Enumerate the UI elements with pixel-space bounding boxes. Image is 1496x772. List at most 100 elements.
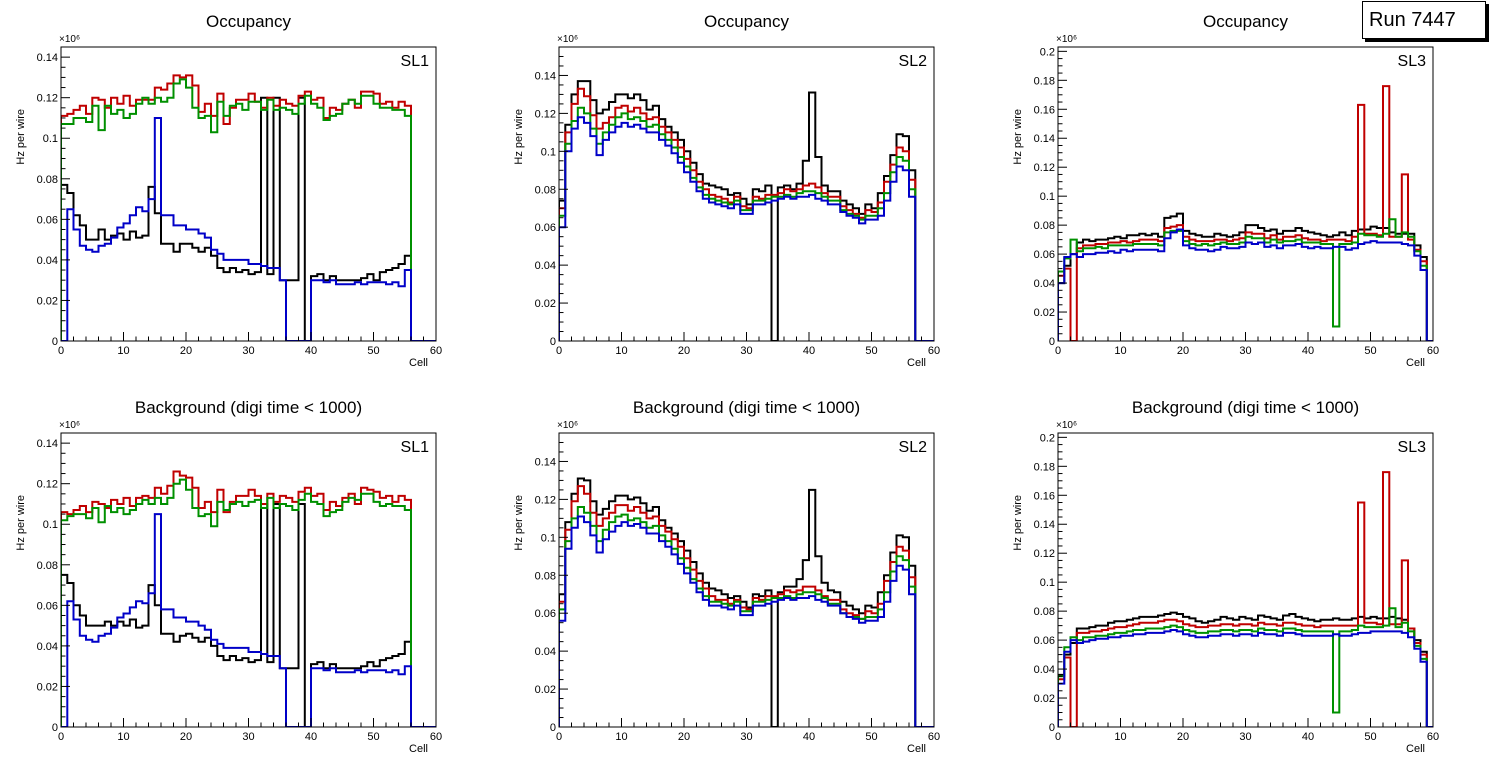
y-tick-label: 0.02	[1034, 693, 1055, 705]
x-tick-label: 10	[615, 345, 627, 357]
superlayer-label: SL3	[1398, 439, 1427, 456]
y-axis-label: Hz per wire	[1012, 109, 1024, 165]
y-tick-label: 0.2	[1040, 46, 1055, 58]
series-group	[559, 80, 934, 341]
chart-title: Occupancy	[1203, 12, 1289, 31]
y-tick-label: 0.06	[1034, 635, 1055, 647]
x-tick-label: 20	[678, 731, 690, 743]
y-tick-label: 0.08	[37, 560, 58, 572]
y-tick-label: 0.12	[1034, 548, 1055, 560]
series-red	[61, 74, 436, 341]
x-tick-label: 0	[58, 731, 64, 743]
y-tick-label: 0	[52, 336, 58, 348]
y-tick-label: 0.12	[535, 108, 556, 120]
series-black	[61, 96, 436, 341]
x-axis-label: Cell	[907, 357, 926, 369]
series-black	[559, 80, 934, 341]
x-tick-label: 60	[430, 345, 442, 357]
x-tick-label: 40	[305, 345, 317, 357]
x-axis-label: Cell	[907, 743, 926, 755]
y-tick-label: 0.14	[37, 438, 58, 450]
y-tick-label: 0.08	[1034, 606, 1055, 618]
x-tick-label: 50	[865, 731, 877, 743]
chart-panel-5: Background (digi time < 1000) 0 10 20 30 40 50…	[513, 398, 940, 755]
y-tick-label: 0.16	[1034, 104, 1055, 116]
y-tick-label: 0.1	[1040, 191, 1055, 203]
series-blue	[1058, 629, 1433, 727]
y-tick-label: 0.1	[541, 146, 556, 158]
y-tick-label: 0	[550, 336, 556, 348]
y-tick-label: 0.02	[37, 295, 58, 307]
x-tick-label: 50	[367, 731, 379, 743]
superlayer-label: SL2	[899, 53, 928, 70]
chart-panel-2: Occupancy 0 10 20 30 40 50 60 0 0.02 0.04 0.06 0.08 0…	[513, 12, 940, 369]
y-exponent: ×10⁶	[557, 420, 578, 431]
series-red	[1058, 85, 1433, 341]
y-tick-label: 0.06	[535, 608, 556, 620]
x-tick-label: 40	[1302, 731, 1314, 743]
series-black	[1058, 611, 1433, 727]
series-blue	[61, 513, 436, 727]
x-tick-label: 40	[803, 731, 815, 743]
run-number-box: Run 7447	[1362, 1, 1486, 39]
x-tick-label: 50	[865, 345, 877, 357]
x-tick-label: 60	[1427, 345, 1439, 357]
y-tick-label: 0.18	[1034, 461, 1055, 473]
y-tick-label: 0.12	[37, 479, 58, 491]
y-tick-label: 0.06	[535, 222, 556, 234]
x-tick-label: 20	[1177, 731, 1189, 743]
x-tick-label: 10	[1114, 345, 1126, 357]
x-tick-label: 60	[1427, 731, 1439, 743]
x-axis-label: Cell	[409, 743, 428, 755]
series-green	[61, 478, 436, 727]
x-tick-label: 30	[1239, 345, 1251, 357]
y-axis-label: Hz per wire	[513, 495, 525, 551]
y-tick-label: 0.14	[535, 456, 556, 468]
x-axis-label: Cell	[1406, 743, 1425, 755]
y-tick-label: 0	[550, 722, 556, 734]
x-tick-label: 50	[1364, 345, 1376, 357]
x-tick-label: 0	[58, 345, 64, 357]
y-tick-label: 0	[52, 722, 58, 734]
series-group	[61, 74, 436, 341]
x-tick-label: 50	[1364, 731, 1376, 743]
series-black	[1058, 212, 1433, 341]
y-tick-label: 0.12	[535, 494, 556, 506]
x-tick-label: 60	[430, 731, 442, 743]
y-tick-label: 0.14	[1034, 519, 1055, 531]
y-exponent: ×10⁶	[557, 34, 578, 45]
x-tick-label: 30	[1239, 731, 1251, 743]
y-tick-label: 0.08	[535, 184, 556, 196]
plot-frame	[60, 432, 437, 728]
y-tick-label: 0.06	[37, 600, 58, 612]
series-group	[1058, 471, 1433, 727]
y-tick-label: 0.04	[1034, 664, 1055, 676]
chart-title: Background (digi time < 1000)	[135, 398, 362, 417]
run-number-label: Run 7447	[1369, 8, 1456, 31]
y-tick-label: 0.1	[43, 133, 58, 145]
series-green	[61, 78, 436, 341]
x-axis-label: Cell	[1406, 357, 1425, 369]
x-tick-label: 10	[1114, 731, 1126, 743]
x-tick-label: 30	[740, 345, 752, 357]
y-tick-label: 0.12	[37, 93, 58, 105]
superlayer-label: SL2	[899, 439, 928, 456]
x-tick-label: 60	[928, 731, 940, 743]
x-tick-label: 0	[1055, 731, 1061, 743]
series-blue	[61, 117, 436, 341]
series-group	[61, 470, 436, 727]
x-tick-label: 30	[740, 731, 752, 743]
y-axis-label: Hz per wire	[513, 109, 525, 165]
chart-title: Occupancy	[206, 12, 292, 31]
y-exponent: ×10⁶	[1056, 34, 1077, 45]
chart-title: Background (digi time < 1000)	[1132, 398, 1359, 417]
superlayer-label: SL3	[1398, 53, 1427, 70]
y-exponent: ×10⁶	[59, 420, 80, 431]
y-tick-label: 0.1	[1040, 577, 1055, 589]
y-tick-label: 0.12	[1034, 162, 1055, 174]
y-tick-label: 0.04	[535, 646, 556, 658]
y-tick-label: 0.06	[1034, 249, 1055, 261]
x-tick-label: 0	[556, 345, 562, 357]
y-tick-label: 0.1	[43, 519, 58, 531]
